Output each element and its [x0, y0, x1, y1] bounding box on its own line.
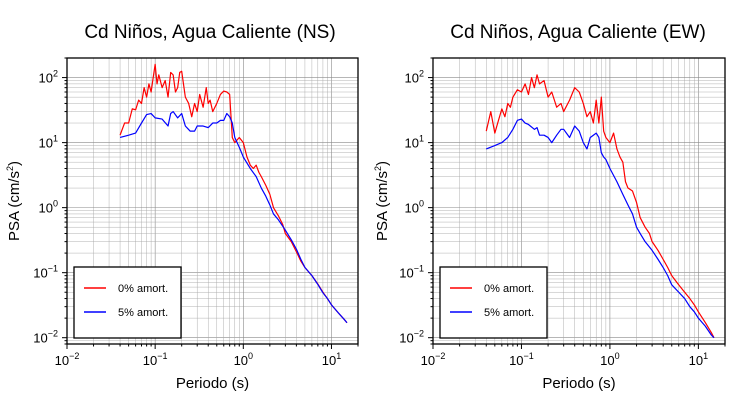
y-tick-base: 10 — [39, 71, 53, 86]
y-tick-exponent: −2 — [414, 329, 424, 339]
y-tick-label: 100 — [39, 199, 58, 216]
x-tick-base: 10 — [143, 353, 157, 368]
y-tick-exponent: 0 — [419, 199, 424, 209]
x-tick-base: 10 — [55, 353, 69, 368]
y-tick-label: 102 — [39, 69, 58, 86]
x-tick-exponent: −1 — [157, 351, 167, 361]
legend-box — [73, 266, 182, 339]
y-axis-label-sup: 2 — [373, 166, 383, 171]
y-tick-label: 10−1 — [33, 264, 58, 281]
y-tick-label: 10−1 — [399, 264, 424, 281]
legend-label-0: 0% amort. — [484, 283, 534, 295]
x-tick-base: 10 — [234, 353, 248, 368]
y-tick-label: 10−2 — [33, 329, 58, 346]
x-tick-base: 10 — [322, 353, 336, 368]
y-tick-label: 101 — [405, 134, 424, 151]
y-tick-base: 10 — [399, 266, 413, 281]
series-line-damped — [119, 110, 348, 324]
y-tick-exponent: 1 — [419, 134, 424, 144]
x-tick-exponent: −2 — [435, 351, 445, 361]
y-tick-exponent: −1 — [48, 264, 58, 274]
plot-frame — [432, 57, 726, 345]
y-tick-label: 100 — [405, 199, 424, 216]
legend-label-1: 5% amort. — [118, 307, 168, 319]
x-axis-label: Periodo (s) — [176, 375, 249, 392]
y-axis-label: PSA (cm/s2) — [373, 161, 391, 241]
y-tick-base: 10 — [405, 71, 419, 86]
y-tick-exponent: 0 — [53, 199, 58, 209]
legend-box — [439, 266, 548, 339]
x-tick-label: 100 — [600, 351, 619, 368]
x-tick-exponent: 0 — [248, 351, 253, 361]
y-axis-label-prefix: PSA (cm/s — [6, 171, 23, 241]
chart-title: Cd Niños, Agua Caliente (NS) — [84, 22, 335, 43]
y-tick-exponent: 2 — [53, 69, 58, 79]
x-tick-label: 100 — [234, 351, 253, 368]
chart-title: Cd Niños, Agua Caliente (EW) — [450, 22, 706, 43]
x-tick-label: 101 — [322, 351, 341, 368]
x-tick-base: 10 — [689, 353, 703, 368]
y-tick-label: 102 — [405, 69, 424, 86]
y-tick-base: 10 — [405, 201, 419, 216]
y-tick-base: 10 — [39, 201, 53, 216]
y-axis-label-suffix: ) — [374, 161, 391, 166]
x-tick-base: 10 — [600, 353, 614, 368]
x-tick-label: 10−1 — [143, 351, 168, 368]
x-tick-exponent: 1 — [336, 351, 341, 361]
x-tick-exponent: −1 — [524, 351, 534, 361]
x-tick-label: 101 — [689, 351, 708, 368]
y-tick-base: 10 — [33, 266, 47, 281]
x-tick-exponent: 0 — [615, 351, 620, 361]
x-tick-label: 10−2 — [55, 351, 80, 368]
y-tick-label: 10−2 — [399, 329, 424, 346]
y-axis-label-prefix: PSA (cm/s — [374, 171, 391, 241]
y-axis-label: PSA (cm/s2) — [5, 161, 23, 241]
legend: 0% amort. 5% amort. — [73, 266, 182, 339]
y-tick-exponent: 1 — [53, 134, 58, 144]
x-tick-base: 10 — [509, 353, 523, 368]
x-axis-label: Periodo (s) — [542, 375, 615, 392]
y-tick-base: 10 — [405, 136, 419, 151]
y-axis-label-sup: 2 — [5, 166, 15, 171]
plot-frame — [66, 57, 359, 345]
legend: 0% amort. 5% amort. — [439, 266, 548, 339]
x-tick-base: 10 — [421, 353, 435, 368]
y-tick-exponent: 2 — [419, 69, 424, 79]
x-tick-exponent: 1 — [703, 351, 708, 361]
y-tick-base: 10 — [39, 136, 53, 151]
x-tick-label: 10−2 — [421, 351, 446, 368]
y-tick-base: 10 — [399, 331, 413, 346]
y-tick-base: 10 — [33, 331, 47, 346]
x-tick-exponent: −2 — [69, 351, 79, 361]
series-line-undamped — [485, 74, 715, 338]
series-line-damped — [486, 118, 715, 339]
y-axis-label-suffix: ) — [6, 161, 23, 166]
legend-label-1: 5% amort. — [484, 307, 534, 319]
y-tick-exponent: −2 — [48, 329, 58, 339]
y-tick-label: 101 — [39, 134, 58, 151]
legend-label-0: 0% amort. — [118, 283, 168, 295]
y-tick-exponent: −1 — [414, 264, 424, 274]
series-line-undamped — [119, 63, 348, 324]
x-tick-label: 10−1 — [509, 351, 534, 368]
